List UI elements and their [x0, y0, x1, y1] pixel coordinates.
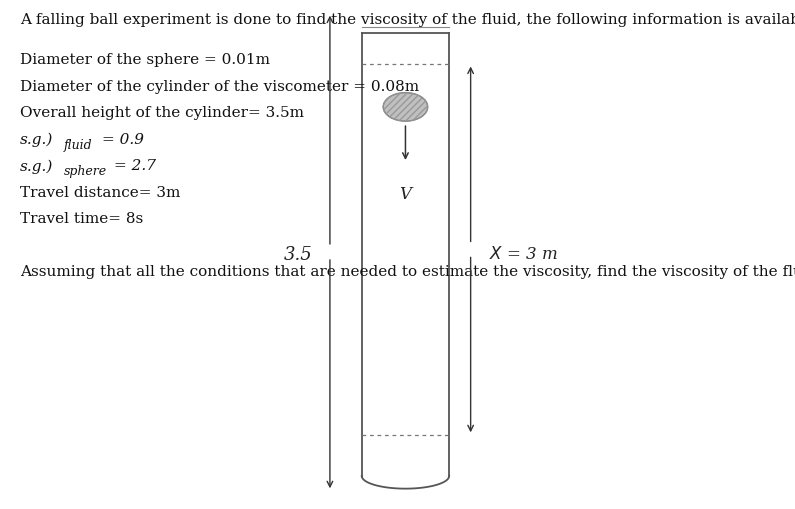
- Text: sphere: sphere: [64, 165, 107, 179]
- Text: = 0.9: = 0.9: [102, 133, 144, 147]
- Text: fluid: fluid: [64, 139, 92, 152]
- Text: A falling ball experiment is done to find the viscosity of the fluid, the follow: A falling ball experiment is done to fin…: [20, 13, 795, 27]
- Text: Travel distance= 3m: Travel distance= 3m: [20, 186, 180, 200]
- Text: Diameter of the sphere = 0.01m: Diameter of the sphere = 0.01m: [20, 53, 270, 68]
- Text: s.g.): s.g.): [20, 133, 53, 147]
- Text: = 2.7: = 2.7: [114, 159, 156, 174]
- Text: Assuming that all the conditions that are needed to estimate the viscosity, find: Assuming that all the conditions that ar…: [20, 265, 795, 279]
- Text: Diameter of the cylinder of the viscometer = 0.08m: Diameter of the cylinder of the viscomet…: [20, 80, 419, 94]
- Text: Overall height of the cylinder= 3.5m: Overall height of the cylinder= 3.5m: [20, 106, 304, 121]
- Text: $\mathit{X}$ = 3 m: $\mathit{X}$ = 3 m: [489, 246, 558, 263]
- Text: Travel time= 8s: Travel time= 8s: [20, 212, 143, 227]
- Text: s.g.): s.g.): [20, 159, 53, 174]
- Text: V: V: [399, 186, 412, 203]
- Circle shape: [383, 93, 428, 121]
- Text: 3.5: 3.5: [284, 245, 312, 264]
